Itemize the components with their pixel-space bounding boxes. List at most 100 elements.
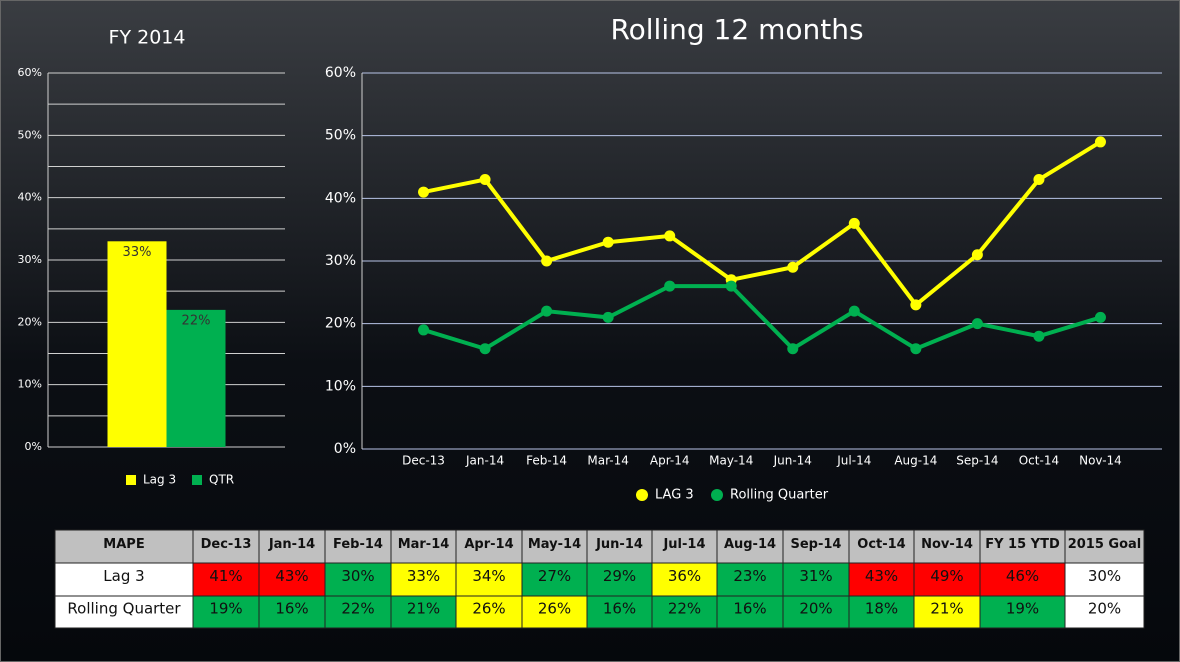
x-tick-label: Jul-14 — [836, 454, 871, 468]
table-cell-text: FY 15 YTD — [985, 537, 1060, 552]
y-tick-label: 60% — [325, 65, 356, 81]
table-cell — [455, 529, 523, 564]
table-cell-text: 16% — [275, 600, 308, 618]
x-tick-label: Jan-14 — [465, 454, 504, 468]
x-tick-label: Feb-14 — [526, 454, 567, 468]
x-tick-label: Jun-14 — [773, 454, 812, 468]
bar-value-label: 22% — [182, 313, 211, 328]
table-cell-text: Jul-14 — [662, 537, 705, 552]
table-cell-text: 43% — [275, 567, 308, 585]
table-cell-text: Feb-14 — [333, 537, 383, 552]
table-cell — [324, 562, 392, 597]
y-tick-label: 50% — [325, 128, 356, 144]
table-cell — [913, 595, 981, 629]
table-cell — [390, 595, 457, 629]
y-tick-label: 20% — [18, 315, 42, 328]
table-cell-text: 43% — [865, 567, 898, 585]
x-tick-label: Apr-14 — [650, 454, 690, 468]
table-cell — [586, 562, 653, 597]
point — [602, 311, 614, 323]
table-cell-text: 19% — [1006, 600, 1039, 618]
table-cell — [913, 529, 981, 564]
table-cell-text: 36% — [668, 567, 701, 585]
point — [1033, 174, 1045, 186]
table-cell-text: Nov-14 — [921, 537, 973, 552]
point — [541, 255, 553, 267]
point — [418, 186, 430, 198]
x-tick-label: Mar-14 — [587, 454, 628, 468]
y-tick-label: 40% — [325, 190, 356, 206]
table-cell — [586, 529, 653, 564]
table-cell — [521, 595, 588, 629]
point — [602, 236, 614, 248]
table-cell-text: 26% — [472, 600, 505, 618]
table-cell-text: Dec-13 — [201, 537, 252, 552]
table-cell-text: 21% — [407, 600, 440, 618]
table-cell — [192, 595, 260, 629]
legend-swatch — [126, 475, 136, 485]
y-tick-label: 30% — [18, 253, 42, 266]
legend-marker — [636, 489, 648, 501]
series-line — [422, 284, 1102, 352]
table-cell-text: 20% — [1088, 600, 1121, 618]
table-cell-text: 22% — [341, 600, 374, 618]
table-cell-text: Aug-14 — [724, 537, 776, 552]
x-tick-label: May-14 — [709, 454, 753, 468]
y-tick-label: 10% — [325, 378, 356, 394]
table-cell-text: May-14 — [528, 537, 581, 552]
table-cell-text: 33% — [407, 567, 440, 585]
point — [725, 280, 737, 292]
x-tick-label: Nov-14 — [1079, 454, 1122, 468]
point — [971, 318, 983, 330]
point — [1094, 311, 1106, 323]
table-cell-text: 30% — [1088, 567, 1121, 585]
table-cell — [848, 595, 915, 629]
point — [479, 174, 491, 186]
table-cell-text: 30% — [341, 567, 374, 585]
point — [1033, 330, 1045, 342]
legend-swatch — [192, 475, 202, 485]
point — [787, 261, 799, 273]
table-cell — [782, 595, 850, 629]
table-cell-text: MAPE — [103, 537, 144, 552]
point — [664, 280, 676, 292]
y-tick-label: 0% — [334, 441, 356, 457]
table-cell-text: 46% — [1006, 567, 1039, 585]
table-cell-text: Oct-14 — [857, 537, 905, 552]
legend-label: Rolling Quarter — [730, 488, 829, 503]
table-cell-text: 22% — [668, 600, 701, 618]
y-tick-label: 30% — [325, 253, 356, 269]
point — [787, 343, 799, 355]
point — [848, 217, 860, 229]
point — [910, 299, 922, 311]
table-cell-text: 41% — [209, 567, 242, 585]
table-cell-text: 23% — [733, 567, 766, 585]
table-cell — [455, 562, 523, 597]
y-tick-label: 10% — [18, 378, 42, 391]
table-cell-text: 29% — [603, 567, 636, 585]
table-cell — [979, 529, 1066, 564]
table-cell — [192, 562, 260, 597]
legend-label: Lag 3 — [143, 473, 176, 487]
table-cell-text: 16% — [733, 600, 766, 618]
table-cell-text: 21% — [930, 600, 963, 618]
table-cell-text: 49% — [930, 567, 963, 585]
table-cell — [54, 529, 194, 564]
table-cell-text: 19% — [209, 600, 242, 618]
table-cell-text: 20% — [799, 600, 832, 618]
table-cell-text: 26% — [538, 600, 571, 618]
point — [910, 343, 922, 355]
point — [848, 305, 860, 317]
y-tick-label: 20% — [325, 316, 356, 332]
bar — [107, 241, 167, 447]
bar — [166, 309, 226, 447]
table-cell-text: Jun-14 — [595, 537, 643, 552]
table-cell-text: Jan-14 — [268, 537, 315, 552]
x-tick-label: Oct-14 — [1019, 454, 1059, 468]
table-cell — [521, 529, 588, 564]
legend-label: LAG 3 — [655, 488, 694, 503]
table-cell-text: Sep-14 — [791, 537, 842, 552]
chart-title: FY 2014 — [109, 27, 186, 49]
